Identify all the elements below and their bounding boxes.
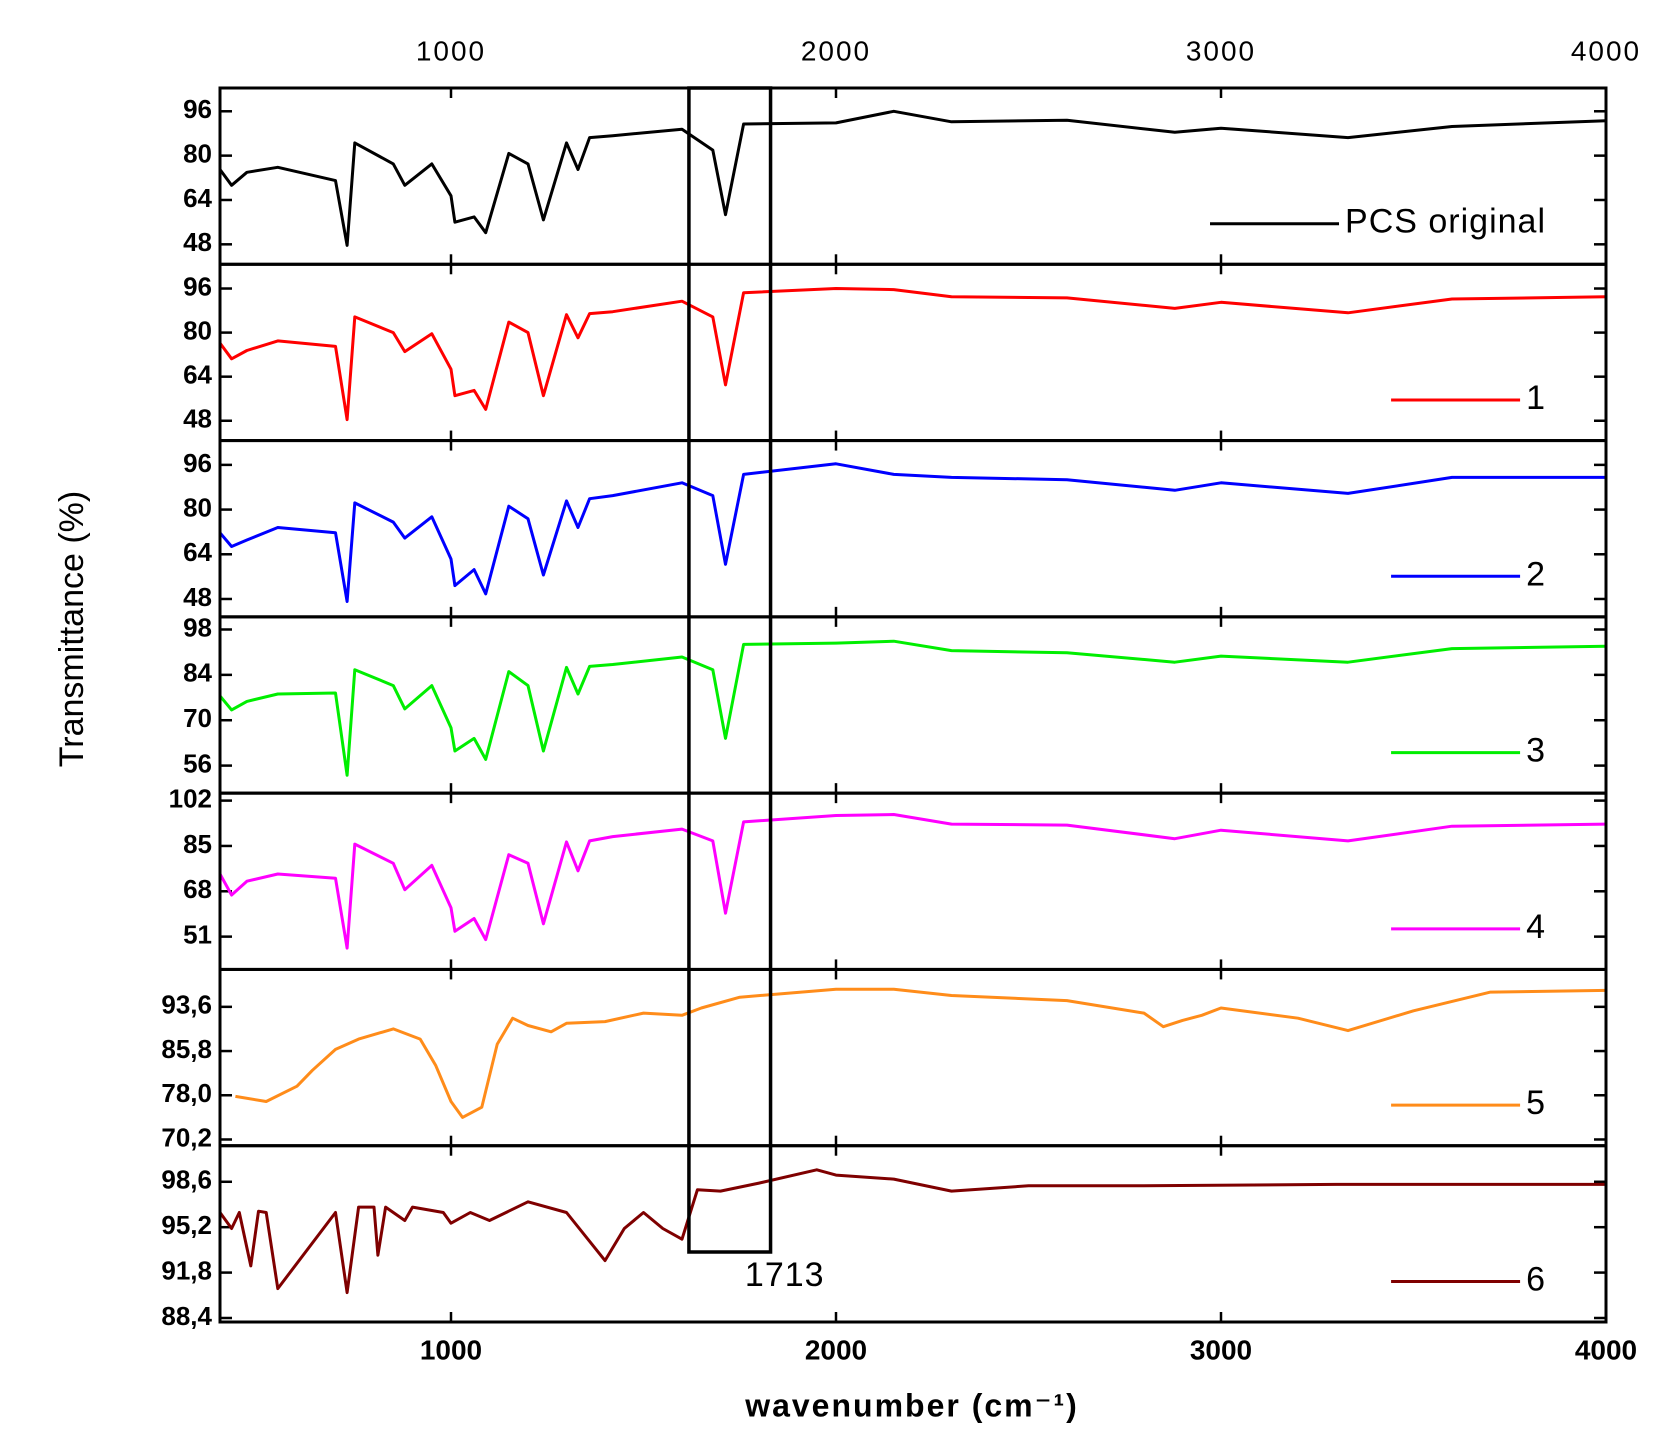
y-tick-label: 64: [183, 360, 212, 390]
y-tick-label: 48: [183, 227, 212, 257]
y-tick-label: 102: [169, 783, 212, 813]
y-axis-label: Transmittance (%): [53, 491, 91, 767]
y-tick-label: 85: [183, 829, 212, 859]
y-tick-label: 68: [183, 874, 212, 904]
y-tick-label: 95,2: [161, 1210, 212, 1240]
y-tick-label: 96: [183, 448, 212, 478]
y-tick-label: 91,8: [161, 1255, 212, 1285]
y-tick-label: 51: [183, 920, 212, 950]
y-tick-label: 98: [183, 612, 212, 642]
x-tick-label: 3000: [1190, 1334, 1252, 1365]
legend-label: 4: [1526, 908, 1546, 946]
x-tick-label-top: 1000: [416, 35, 486, 66]
y-tick-label: 96: [183, 94, 212, 124]
y-tick-label: 48: [183, 404, 212, 434]
annotation-label: 1713: [745, 1256, 825, 1294]
x-tick-label-top: 4000: [1571, 35, 1641, 66]
spectrum-line: [218, 813, 1607, 950]
spectrum-line: [218, 462, 1606, 603]
spectrum-line: [235, 987, 1607, 1119]
highlight-box: [687, 86, 773, 1254]
legend-label: PCS original: [1345, 203, 1546, 241]
spectrum-line: [218, 639, 1607, 777]
y-tick-label: 98,6: [161, 1165, 212, 1195]
x-tick-label: 2000: [805, 1334, 867, 1365]
y-tick-label: 78,0: [161, 1078, 212, 1108]
y-tick-label: 56: [183, 748, 212, 778]
spectrum-line: [218, 1168, 1606, 1295]
y-tick-label: 80: [183, 139, 212, 169]
panel-frame: [218, 1144, 1608, 1324]
y-tick-label: 80: [183, 315, 212, 345]
panel-frame: [218, 439, 1608, 619]
y-tick-label: 84: [183, 658, 212, 688]
legend-label: 1: [1526, 379, 1546, 417]
y-tick-label: 80: [183, 492, 212, 522]
y-tick-label: 64: [183, 183, 212, 213]
x-tick-label: 1000: [420, 1334, 482, 1365]
y-tick-label: 85,8: [161, 1034, 212, 1064]
legend-label: 3: [1526, 732, 1546, 770]
y-tick-label: 70,2: [161, 1122, 212, 1152]
legend-label: 5: [1526, 1084, 1546, 1122]
panel-frame: [218, 967, 1608, 1148]
y-tick-label: 88,4: [161, 1301, 212, 1331]
y-tick-label: 64: [183, 537, 212, 567]
y-tick-label: 70: [183, 703, 212, 733]
y-tick-label: 93,6: [161, 990, 212, 1020]
x-tick-label-top: 2000: [801, 35, 871, 66]
x-axis-label: wavenumber (cm⁻¹): [744, 1387, 1079, 1423]
y-tick-label: 96: [183, 271, 212, 301]
x-tick-label-top: 3000: [1186, 35, 1256, 66]
legend-label: 2: [1526, 555, 1546, 593]
panel-frame: [218, 791, 1608, 971]
spectrum-line: [218, 109, 1607, 247]
y-tick-label: 48: [183, 582, 212, 612]
spectrum-line: [218, 287, 1607, 422]
legend-label: 6: [1526, 1260, 1546, 1298]
x-tick-label: 4000: [1575, 1334, 1637, 1365]
